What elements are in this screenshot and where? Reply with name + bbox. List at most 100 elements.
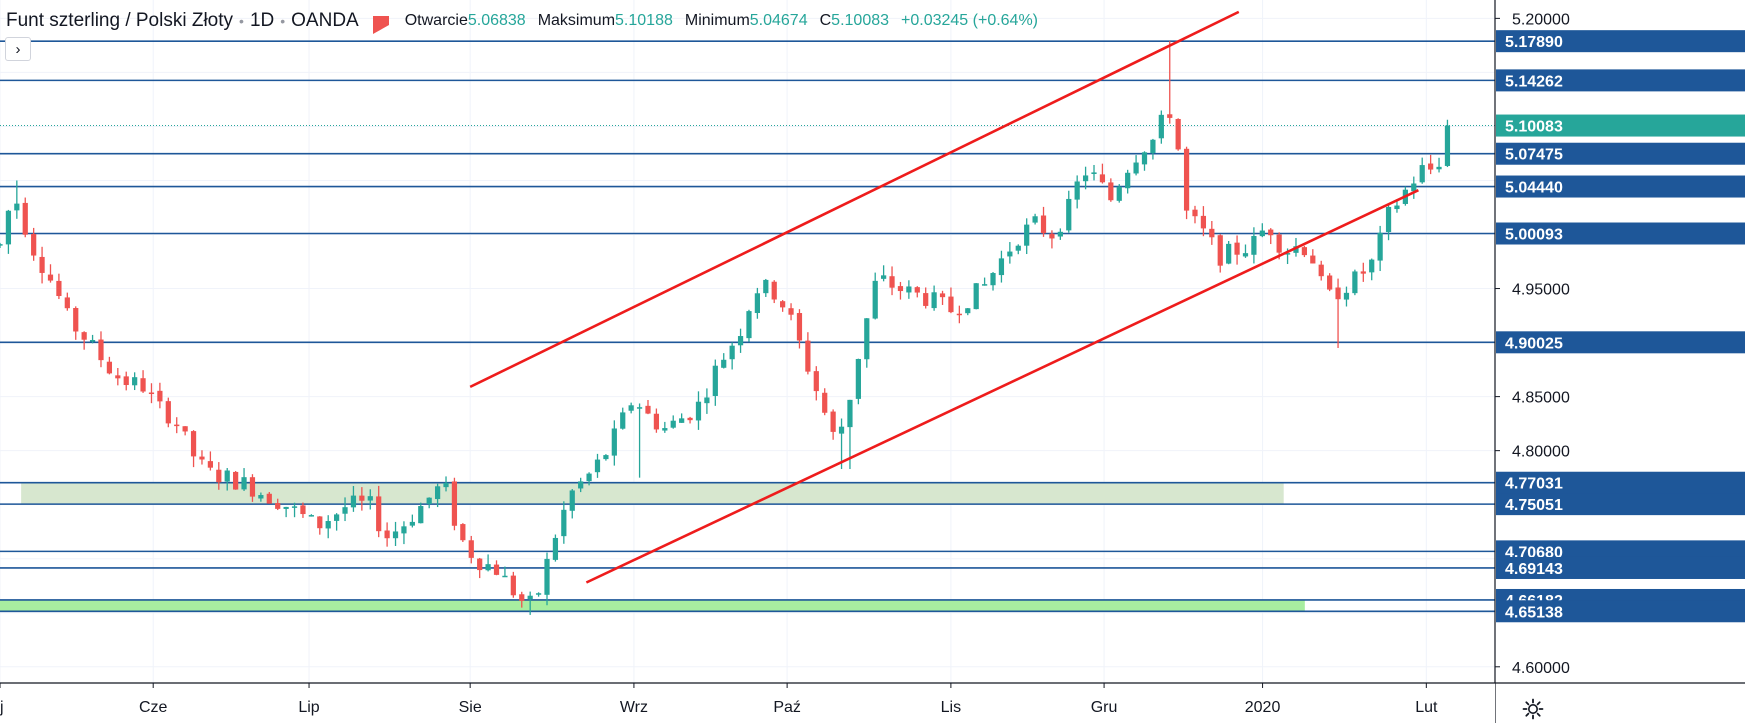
candle-up <box>132 377 138 386</box>
candle-down <box>115 375 121 379</box>
candle-up <box>561 509 567 537</box>
candle-down <box>275 503 281 509</box>
level-price-label: 4.65138 <box>1505 604 1563 621</box>
trend-channel <box>469 10 1419 584</box>
candle-up <box>1411 183 1417 192</box>
candle-down <box>359 495 365 501</box>
candle-up <box>670 420 676 428</box>
ohlc-high: Maksimum5.10188 <box>537 12 673 29</box>
candle-up <box>1015 245 1021 251</box>
candle-down <box>645 405 651 414</box>
candle-up <box>527 595 533 600</box>
candle-up <box>586 473 592 482</box>
candle-down <box>687 417 693 421</box>
candle-up <box>1032 216 1038 223</box>
candle-up <box>990 273 996 286</box>
time-scale[interactable]: j Cze Lip Sie Wrz Paź Lis Gru 2020 Lut <box>0 682 1745 723</box>
candle-up <box>325 521 331 529</box>
time-tick-label: Cze <box>139 699 168 716</box>
candle-up <box>628 405 634 411</box>
candle-up <box>1259 230 1265 237</box>
candle-up <box>704 397 710 404</box>
candle-up <box>1385 206 1392 233</box>
candle-down <box>451 481 458 526</box>
candle-up <box>5 210 12 245</box>
candle-up <box>636 407 643 409</box>
candle-up <box>712 365 718 396</box>
candle-down <box>813 371 819 392</box>
candle-down <box>1310 255 1316 264</box>
symbol-title[interactable]: Funt szterling / Polski Złoty <box>6 10 234 31</box>
candle-up <box>620 412 626 429</box>
candle-up <box>535 593 542 595</box>
level-price-label: 5.07475 <box>1505 147 1563 164</box>
candle-up <box>981 284 988 286</box>
candle-up <box>418 506 424 524</box>
legend-header: Funt szterling / Polski Złoty • 1D • OAN… <box>6 8 1038 34</box>
candle-down <box>923 293 929 306</box>
candle-down <box>81 332 87 340</box>
candle-up <box>1242 253 1249 257</box>
candle-down <box>182 426 188 432</box>
candle-down <box>1234 242 1240 255</box>
candle-down <box>939 293 946 298</box>
candle-down <box>1049 233 1055 239</box>
candle-up <box>552 537 559 560</box>
candle-up <box>401 526 407 534</box>
candle-down <box>174 424 180 427</box>
candle-down <box>460 524 466 541</box>
current-price-label: 5.10083 <box>1505 119 1563 136</box>
price-zone <box>21 482 1284 505</box>
level-price-label-bg <box>1496 600 1745 623</box>
candle-down <box>39 256 45 273</box>
candle-down <box>830 411 836 432</box>
candle-down <box>1318 264 1324 277</box>
candle-down <box>1108 182 1114 201</box>
candle-down <box>822 392 828 413</box>
candle-up <box>342 507 348 514</box>
candle-up <box>737 336 744 346</box>
candle-down <box>897 286 904 292</box>
candle-down <box>1217 235 1223 266</box>
chart-settings-button[interactable] <box>1521 697 1545 721</box>
candle-up <box>241 477 247 490</box>
candle-up <box>881 275 887 279</box>
candle-down <box>384 530 390 539</box>
level-price-label-bg <box>1496 175 1745 198</box>
candle-down <box>788 308 794 315</box>
candle-down <box>1167 114 1173 118</box>
price-tick-label: 5.20000 <box>1512 11 1570 28</box>
candle-down <box>249 477 256 497</box>
collapse-legend-button[interactable]: › <box>5 37 31 61</box>
candle-down <box>914 287 920 293</box>
price-scale[interactable]: 5.20000 4.95000 4.85000 4.80000 4.60000 5.178… <box>1494 0 1745 723</box>
level-price-label-bg <box>1496 142 1745 165</box>
candle-up <box>1444 125 1451 166</box>
ohlc-low: Minimum5.04674 <box>684 12 808 29</box>
level-price-label: 5.17890 <box>1505 34 1563 51</box>
candle-down <box>1268 229 1274 236</box>
flag-icon[interactable] <box>372 16 389 34</box>
candle-up <box>1133 162 1139 174</box>
time-scale-bg <box>0 683 1495 723</box>
candle-up <box>594 459 601 473</box>
candle-up <box>931 292 937 309</box>
interval-label[interactable]: 1D <box>249 10 275 31</box>
candle-down <box>199 456 205 460</box>
candle-up <box>409 521 415 526</box>
candle-up <box>662 428 668 431</box>
candle-up <box>721 359 727 368</box>
candle-down <box>216 469 222 483</box>
candle-up <box>872 280 878 319</box>
candle-up <box>1284 253 1291 255</box>
candle-up <box>763 279 769 294</box>
level-price-label-bg <box>1496 493 1745 516</box>
time-tick-label: Lis <box>941 699 961 716</box>
candle-up <box>392 531 399 539</box>
candle-down <box>653 413 660 430</box>
candle-up <box>502 575 508 578</box>
candle-up <box>0 244 3 246</box>
candle-up <box>350 495 357 508</box>
candle-down <box>266 493 272 504</box>
